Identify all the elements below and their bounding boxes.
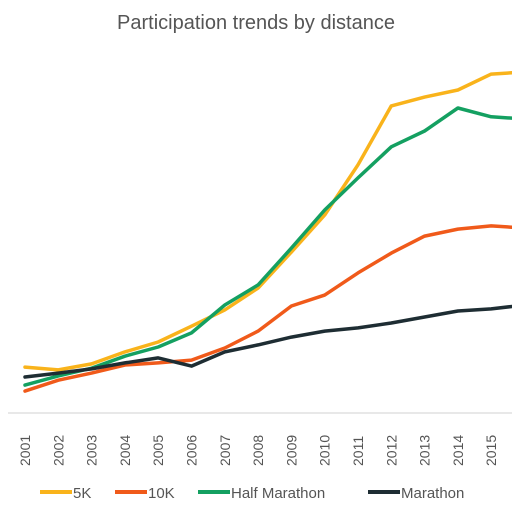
legend-label: Half Marathon: [231, 485, 325, 502]
x-tick-label: 2011: [350, 436, 366, 466]
x-tick-label: 2006: [184, 435, 200, 466]
legend-label: Marathon: [401, 485, 464, 502]
x-tick-label: 2010: [317, 435, 333, 466]
legend-label: 10K: [148, 485, 175, 502]
x-tick-label: 2008: [250, 435, 266, 466]
x-tick-label: 2015: [483, 435, 499, 466]
x-tick-label: 2007: [217, 435, 233, 466]
x-tick-label: 2005: [150, 435, 166, 466]
x-tick-label: 2003: [84, 435, 100, 466]
legend-label: 5K: [73, 485, 91, 502]
series-line: [23, 304, 512, 379]
x-tick-label: 2012: [383, 435, 399, 466]
x-tick-label: 2013: [417, 435, 433, 466]
x-tick-label: 2004: [117, 435, 133, 466]
x-tick-label: 2001: [17, 435, 33, 466]
chart-title: Participation trends by distance: [117, 12, 395, 34]
x-tick-label: 2014: [450, 435, 466, 466]
series-line: [23, 71, 512, 372]
series-line: [23, 224, 512, 393]
x-tick-label: 2009: [283, 435, 299, 466]
x-tick-label: 2002: [50, 435, 66, 466]
series-line: [23, 106, 512, 387]
